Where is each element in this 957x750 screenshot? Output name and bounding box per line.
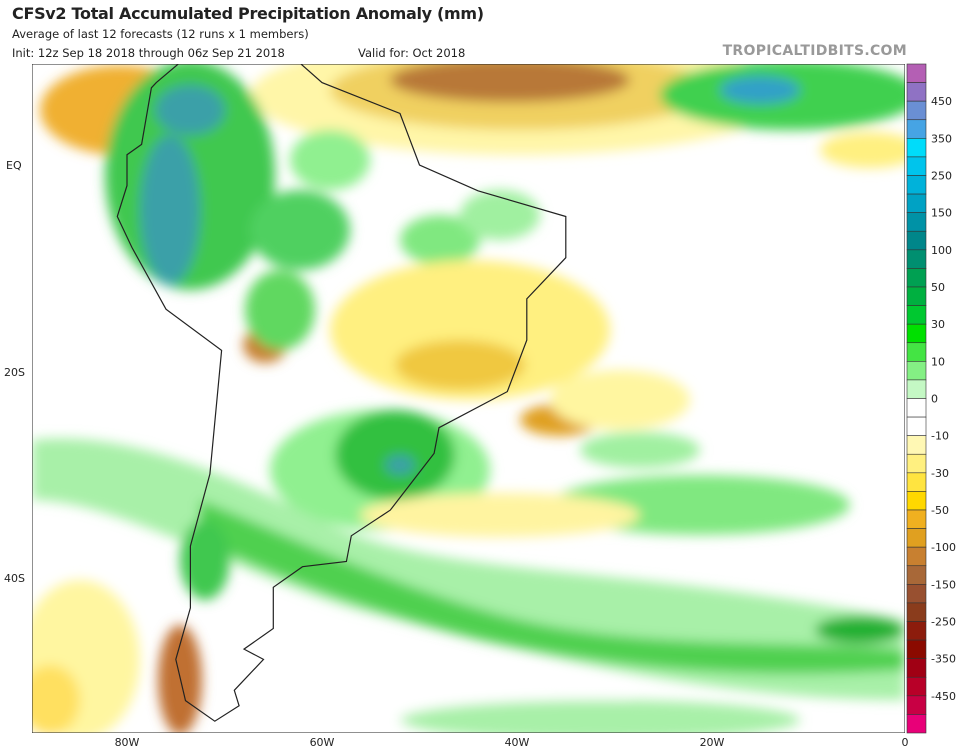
- colorbar-label: 100: [931, 244, 952, 257]
- lon-label-80w: 80W: [115, 736, 140, 749]
- colorbar-swatch: [906, 323, 927, 344]
- colorbar-swatch: [906, 230, 927, 251]
- colorbar-label: 0: [931, 393, 938, 406]
- colorbar-swatch: [906, 212, 927, 232]
- colorbar-swatch: [906, 82, 927, 102]
- colorbar-label: -10: [931, 430, 949, 443]
- colorbar-swatch: [906, 695, 927, 715]
- lat-label-eq: EQ: [6, 159, 22, 172]
- colorbar-swatch: [906, 175, 927, 195]
- colorbar-swatch: [906, 416, 927, 436]
- lat-label-40s: 40S: [4, 572, 25, 585]
- colorbar-swatch: [906, 584, 927, 604]
- colorbar-swatch: [906, 453, 927, 474]
- colorbar-swatch: [906, 379, 927, 399]
- colorbar-swatch: [906, 621, 927, 641]
- lon-label-40w: 40W: [505, 736, 530, 749]
- valid-time: Valid for: Oct 2018: [358, 46, 466, 60]
- colorbar-swatch: [906, 472, 927, 492]
- colorbar-label: 450: [931, 95, 952, 108]
- colorbar-swatch: [906, 602, 927, 622]
- colorbar-swatch: [906, 658, 927, 678]
- map-subtitle: Average of last 12 forecasts (12 runs x …: [12, 27, 309, 41]
- colorbar-label: -250: [931, 616, 956, 629]
- colorbar-swatch: [906, 286, 927, 306]
- colorbar-swatch: [906, 268, 927, 288]
- colorbar-swatch: [906, 435, 927, 455]
- colorbar-swatch: [906, 546, 927, 567]
- colorbar-label: 250: [931, 170, 952, 183]
- colorbar-label: 30: [931, 318, 945, 331]
- colorbar-swatch: [906, 528, 927, 548]
- colorbar-swatch: [906, 305, 927, 325]
- colorbar-swatch: [906, 156, 927, 176]
- colorbar-label: -150: [931, 578, 956, 591]
- colorbar-label: -30: [931, 467, 949, 480]
- colorbar-swatch: [906, 509, 927, 529]
- lon-label-0: 0: [902, 736, 909, 749]
- colorbar-label: 10: [931, 355, 945, 368]
- colorbar-label: -350: [931, 653, 956, 666]
- colorbar-swatch: [906, 342, 927, 362]
- colorbar-swatch: [906, 100, 927, 121]
- anomaly-field: [32, 64, 905, 733]
- colorbar-swatch: [906, 639, 927, 659]
- colorbar-swatch: [906, 398, 927, 418]
- lat-label-20s: 20S: [4, 366, 25, 379]
- map-axes: EQ 20S 40S 80W 60W 40W 20W 0: [4, 159, 909, 749]
- colorbar-swatch: [906, 565, 927, 585]
- colorbar-swatch: [906, 676, 927, 697]
- lon-label-60w: 60W: [310, 736, 335, 749]
- watermark: TROPICALTIDBITS.COM: [722, 43, 907, 59]
- colorbar: 4503502501501005030100-10-30-50-100-150-…: [906, 63, 956, 734]
- colorbar-swatch: [906, 361, 927, 381]
- init-time: Init: 12z Sep 18 2018 through 06z Sep 21…: [12, 46, 285, 60]
- colorbar-label: 50: [931, 281, 945, 294]
- colorbar-swatch: [906, 491, 927, 511]
- colorbar-label: 350: [931, 132, 952, 145]
- south-america-coastline: [116, 64, 567, 722]
- colorbar-label: -50: [931, 504, 949, 517]
- colorbar-swatch: [906, 119, 927, 139]
- colorbar-label: 150: [931, 207, 952, 220]
- colorbar-swatch: [906, 138, 927, 158]
- map-title: CFSv2 Total Accumulated Precipitation An…: [12, 4, 484, 23]
- colorbar-swatch: [906, 193, 927, 213]
- colorbar-swatch: [906, 249, 927, 269]
- colorbar-swatch: [906, 63, 927, 83]
- colorbar-label: -450: [931, 690, 956, 703]
- colorbar-label: -100: [931, 541, 956, 554]
- lon-label-20w: 20W: [700, 736, 725, 749]
- colorbar-swatch: [906, 714, 927, 734]
